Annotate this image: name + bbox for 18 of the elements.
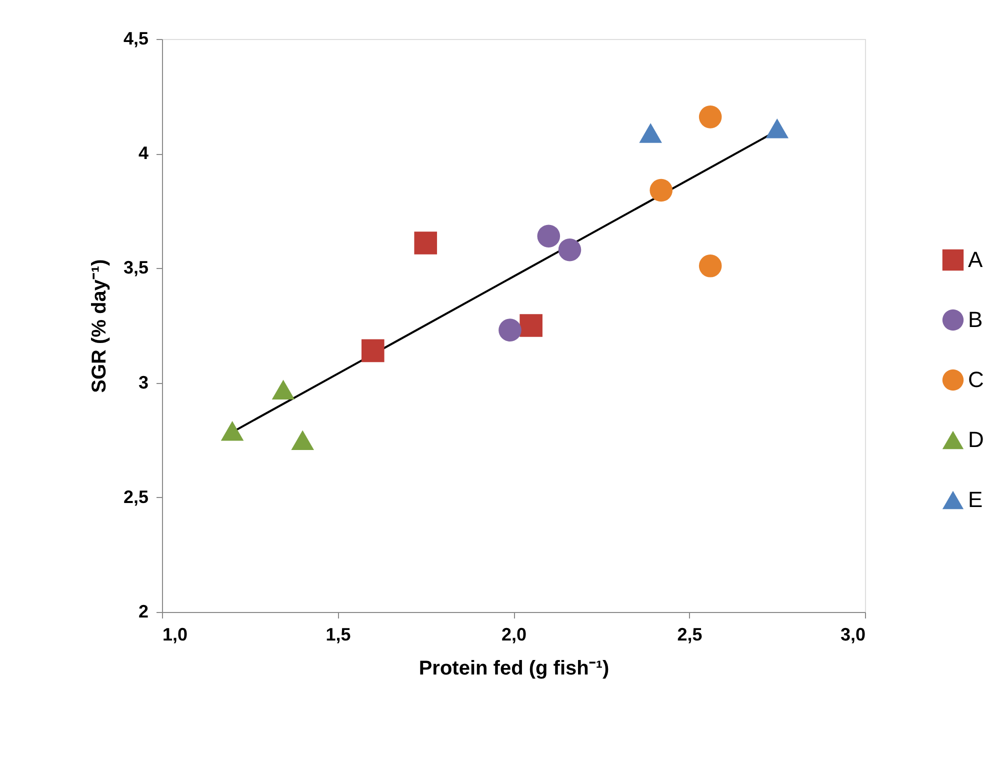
y-tick-label: 4,5 [123,28,148,48]
legend-label: B [968,307,983,332]
y-tick-label: 2 [138,602,148,622]
x-tick-label: 2,0 [501,624,527,644]
x-axis-title: Protein fed (g fish⁻¹) [418,658,610,680]
legend-label: A [968,247,983,272]
legend-label: D [968,427,984,452]
x-tick-label: 2,5 [677,624,702,644]
x-tick-label: 1,0 [162,624,188,644]
y-tick-label: 3 [138,372,148,392]
y-tick-label: 3,5 [123,258,148,278]
x-tick-label: 1,5 [326,624,351,644]
legend-label: C [968,367,984,392]
y-axis-title: SGR (% day⁻¹) [88,259,110,393]
y-tick-label: 2,5 [123,486,148,507]
legend-label: E [968,487,983,512]
x-tick-label: 3,0 [840,624,866,644]
y-tick-label: 4 [138,143,148,164]
